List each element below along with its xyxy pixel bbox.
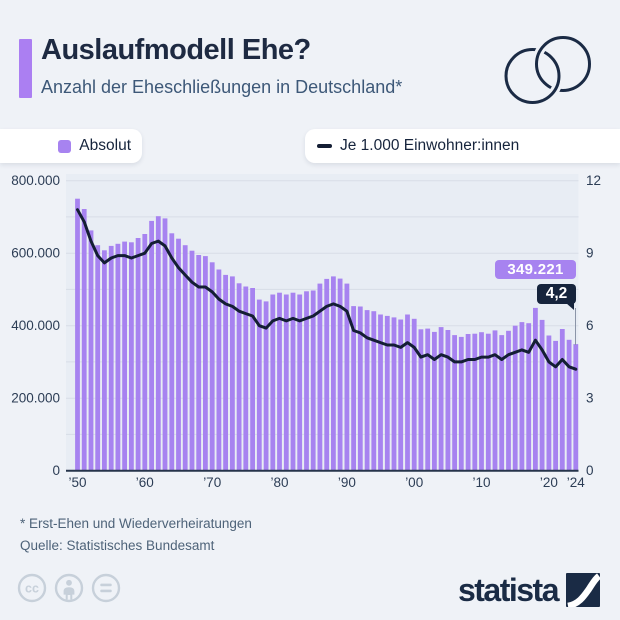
annotation-absolute-badge: 349.221 [495,260,576,279]
chart-area: 800.000 600.000 400.000 200.000 0 12 9 6 3 0 ’50 ’6… [0,168,620,508]
svg-text:600.000: 600.000 [11,246,60,261]
svg-text:’24: ’24 [567,475,586,490]
svg-text:’90: ’90 [338,475,356,490]
legend-label-rate: Je 1.000 Einwohner:innen [340,137,520,154]
attribution-person-icon[interactable] [54,573,84,603]
svg-text:400.000: 400.000 [11,318,60,333]
page-subtitle: Anzahl der Eheschließungen in Deutschlan… [41,77,403,97]
statista-wordmark: statista [457,572,560,608]
svg-text:200.000: 200.000 [11,391,60,406]
svg-text:6: 6 [586,318,594,333]
equals-nd-icon[interactable] [91,573,121,603]
svg-text:cc: cc [25,582,39,596]
bars-absolut [75,198,579,471]
svg-text:0: 0 [586,463,594,478]
footnote: * Erst-Ehen und Wiederverheiratungen [20,516,252,531]
cc-license-icons[interactable]: cc [17,572,127,604]
svg-text:’10: ’10 [472,475,490,490]
svg-text:3: 3 [586,391,594,406]
highlight-dropline [575,308,576,345]
chart-svg: 800.000 600.000 400.000 200.000 0 12 9 6 3 0 ’50 ’6… [11,173,601,490]
svg-text:’70: ’70 [203,475,221,490]
legend-pill-absolute: Absolut [0,129,142,163]
svg-text:9: 9 [586,246,594,261]
right-axis-labels: 12 9 6 3 0 [586,173,601,478]
svg-text:’80: ’80 [270,475,288,490]
x-axis-labels: ’50 ’60 ’70 ’80 ’90 ’00 ’10 ’20 ’24 [68,475,585,490]
legend-label-absolute: Absolut [79,137,131,154]
cc-icon[interactable] [17,573,47,603]
svg-text:12: 12 [586,173,601,188]
source-note: Quelle: Statistisches Bundesamt [20,538,215,553]
header-accent-bar [19,39,32,98]
left-axis-labels: 800.000 600.000 400.000 200.000 0 [11,173,60,478]
svg-text:800.000: 800.000 [11,173,60,188]
svg-text:’20: ’20 [540,475,558,490]
svg-text:’00: ’00 [405,475,423,490]
svg-text:’50: ’50 [68,475,86,490]
legend-pill-rate: Je 1.000 Einwohner:innen [305,129,620,163]
statista-logo[interactable]: statista [458,573,600,607]
svg-text:0: 0 [52,463,60,478]
absolute-swatch-icon [58,139,72,153]
svg-text:’60: ’60 [136,475,154,490]
line-dash-icon [317,144,332,148]
statista-logo-icon [566,573,600,607]
page-title: Auslaufmodell Ehe? [41,34,311,66]
wedding-rings-icon [504,33,594,106]
rate-line [76,208,578,371]
annotation-rate-badge: 4,2 [537,284,576,310]
